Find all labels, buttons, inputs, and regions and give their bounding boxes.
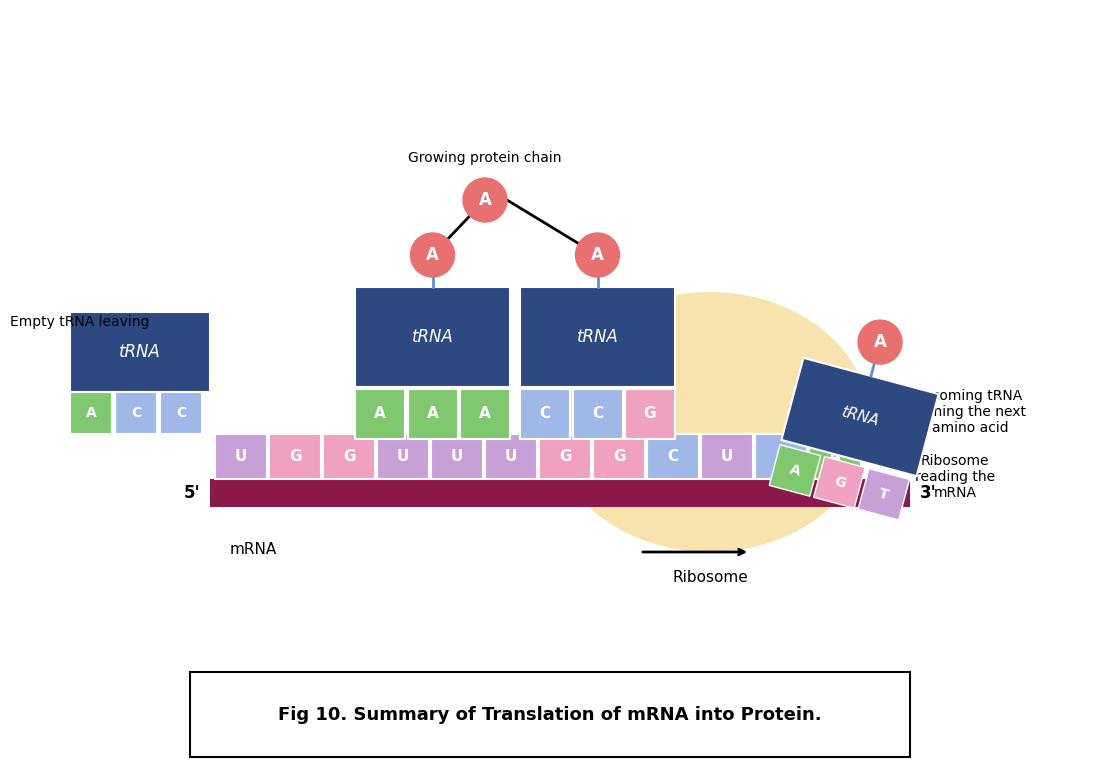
FancyBboxPatch shape: [769, 445, 821, 496]
Text: 3': 3': [920, 484, 937, 502]
Text: Ribosome
reading the
mRNA: Ribosome reading the mRNA: [915, 454, 995, 500]
Text: A: A: [788, 462, 802, 479]
FancyBboxPatch shape: [781, 358, 939, 476]
FancyBboxPatch shape: [701, 434, 753, 479]
Text: A: A: [374, 407, 386, 422]
Text: A: A: [86, 406, 96, 420]
Text: C: C: [776, 449, 787, 464]
Text: C: C: [176, 406, 186, 420]
Text: Empty tRNA leaving: Empty tRNA leaving: [10, 315, 150, 329]
Text: tRNA: tRNA: [412, 328, 453, 346]
Text: C: C: [668, 449, 679, 464]
Text: U: U: [397, 449, 409, 464]
Circle shape: [463, 178, 507, 222]
FancyBboxPatch shape: [431, 434, 483, 479]
FancyBboxPatch shape: [71, 392, 112, 434]
Text: tRNA: tRNA: [119, 343, 161, 361]
Text: mRNA: mRNA: [230, 542, 278, 557]
Text: A: A: [426, 246, 439, 264]
Text: tRNA: tRNA: [840, 405, 880, 429]
FancyBboxPatch shape: [647, 434, 699, 479]
Ellipse shape: [550, 292, 869, 552]
FancyBboxPatch shape: [408, 389, 457, 439]
Text: G: G: [832, 474, 846, 491]
Text: G: G: [343, 449, 355, 464]
FancyBboxPatch shape: [573, 389, 623, 439]
Text: A: A: [478, 191, 491, 209]
FancyBboxPatch shape: [520, 389, 570, 439]
FancyBboxPatch shape: [485, 434, 537, 479]
Text: C: C: [592, 407, 603, 422]
Text: U: U: [235, 449, 247, 464]
FancyBboxPatch shape: [160, 392, 202, 434]
Text: Ribosome: Ribosome: [672, 570, 748, 584]
Text: G: G: [289, 449, 301, 464]
Text: A: A: [874, 334, 886, 351]
FancyBboxPatch shape: [71, 312, 210, 392]
Text: Growing protein chain: Growing protein chain: [408, 151, 562, 165]
Text: A: A: [426, 407, 439, 422]
FancyBboxPatch shape: [215, 434, 267, 479]
Text: U: U: [505, 449, 517, 464]
FancyBboxPatch shape: [539, 434, 591, 479]
FancyBboxPatch shape: [210, 479, 910, 507]
Text: G: G: [644, 407, 657, 422]
Text: C: C: [540, 407, 551, 422]
Text: 5': 5': [183, 484, 199, 502]
FancyBboxPatch shape: [858, 469, 909, 520]
Text: C: C: [131, 406, 141, 420]
FancyBboxPatch shape: [625, 389, 676, 439]
Circle shape: [858, 320, 903, 364]
FancyBboxPatch shape: [755, 434, 807, 479]
FancyBboxPatch shape: [593, 434, 645, 479]
FancyBboxPatch shape: [460, 389, 510, 439]
Circle shape: [575, 233, 619, 277]
Text: G: G: [613, 449, 625, 464]
FancyBboxPatch shape: [809, 434, 861, 479]
Text: Incoming tRNA
brining the next
amino acid: Incoming tRNA brining the next amino aci…: [915, 389, 1026, 435]
FancyBboxPatch shape: [813, 457, 865, 508]
Text: A: A: [479, 407, 490, 422]
Text: U: U: [451, 449, 463, 464]
Circle shape: [411, 233, 454, 277]
FancyBboxPatch shape: [190, 672, 910, 757]
FancyBboxPatch shape: [377, 434, 429, 479]
Text: Fig 10. Summary of Translation of mRNA into Protein.: Fig 10. Summary of Translation of mRNA i…: [278, 706, 822, 723]
FancyBboxPatch shape: [323, 434, 375, 479]
FancyBboxPatch shape: [520, 287, 676, 387]
FancyBboxPatch shape: [115, 392, 156, 434]
Text: A: A: [829, 449, 841, 464]
Text: T: T: [877, 486, 890, 503]
Text: tRNA: tRNA: [576, 328, 618, 346]
Text: U: U: [721, 449, 733, 464]
FancyBboxPatch shape: [269, 434, 321, 479]
FancyBboxPatch shape: [355, 287, 510, 387]
Text: G: G: [559, 449, 571, 464]
FancyBboxPatch shape: [355, 389, 406, 439]
Text: A: A: [591, 246, 604, 264]
